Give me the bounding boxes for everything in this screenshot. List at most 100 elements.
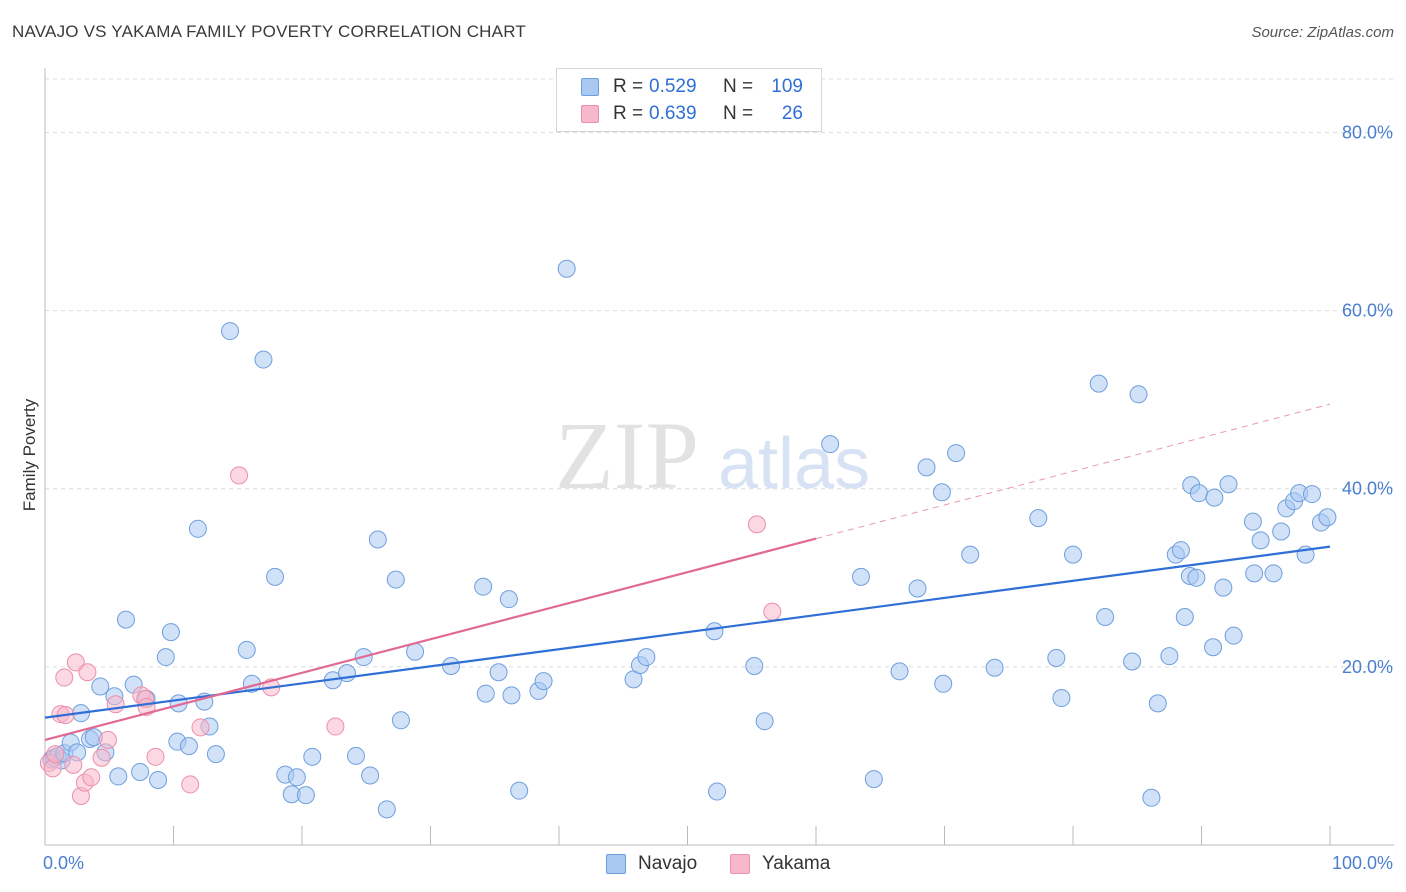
trend-layer bbox=[44, 403, 1331, 741]
series-yakama bbox=[39, 466, 782, 806]
bottom-legend-label: Navajo bbox=[638, 853, 698, 874]
watermark-zip: ZIP bbox=[555, 402, 699, 509]
data-point-navajo bbox=[1171, 541, 1190, 560]
data-point-navajo bbox=[1123, 652, 1142, 671]
data-point-navajo bbox=[1245, 564, 1264, 583]
legend-n-value: 26 bbox=[781, 103, 803, 124]
data-point-navajo bbox=[745, 656, 764, 675]
data-point-navajo bbox=[510, 781, 529, 800]
data-point-navajo bbox=[266, 567, 285, 586]
data-point-navajo bbox=[287, 768, 306, 787]
watermark: ZIP atlas bbox=[555, 402, 870, 509]
data-point-navajo bbox=[156, 648, 175, 667]
data-point-navajo bbox=[961, 545, 980, 564]
data-point-navajo bbox=[368, 530, 387, 549]
data-point-navajo bbox=[1142, 788, 1161, 807]
data-point-yakama bbox=[146, 747, 165, 766]
legend-swatch-yakama bbox=[581, 105, 599, 123]
data-point-navajo bbox=[377, 800, 396, 819]
data-point-navajo bbox=[161, 623, 180, 642]
data-point-navajo bbox=[1205, 488, 1224, 507]
data-point-navajo bbox=[908, 579, 927, 598]
data-point-navajo bbox=[1148, 694, 1167, 713]
data-point-navajo bbox=[237, 640, 256, 659]
data-point-navajo bbox=[1175, 607, 1194, 626]
data-point-navajo bbox=[864, 770, 883, 789]
data-point-navajo bbox=[1214, 578, 1233, 597]
data-point-navajo bbox=[557, 259, 576, 278]
data-point-navajo bbox=[296, 786, 315, 805]
data-point-yakama bbox=[82, 768, 101, 787]
data-point-yakama bbox=[46, 745, 65, 764]
data-point-navajo bbox=[476, 684, 495, 703]
data-point-navajo bbox=[1251, 531, 1270, 550]
legend-n-label: N = bbox=[723, 76, 754, 97]
trend-line-yakama bbox=[44, 537, 817, 741]
legend-r-label: R = bbox=[613, 103, 644, 124]
data-point-navajo bbox=[116, 610, 135, 629]
data-point-navajo bbox=[534, 672, 553, 691]
data-point-yakama bbox=[191, 718, 210, 737]
y-tick-label: 80.0% bbox=[1342, 122, 1393, 142]
y-tick-label: 40.0% bbox=[1342, 479, 1393, 499]
series-navajo bbox=[42, 259, 1337, 819]
data-point-navajo bbox=[474, 577, 493, 596]
data-point-yakama bbox=[92, 748, 111, 767]
legend-r-value: 0.639 bbox=[649, 103, 697, 124]
data-point-navajo bbox=[705, 622, 724, 641]
data-point-navajo bbox=[386, 570, 405, 589]
data-point-navajo bbox=[179, 737, 198, 756]
data-point-navajo bbox=[1219, 475, 1238, 494]
data-point-navajo bbox=[708, 782, 727, 801]
data-point-navajo bbox=[499, 590, 518, 609]
data-point-navajo bbox=[1160, 647, 1179, 666]
data-point-navajo bbox=[346, 746, 365, 765]
data-point-yakama bbox=[326, 717, 345, 736]
trend-line-navajo bbox=[44, 545, 1331, 719]
data-point-navajo bbox=[391, 711, 410, 730]
y-tick-label: 60.0% bbox=[1342, 301, 1393, 321]
data-point-navajo bbox=[303, 747, 322, 766]
data-point-yakama bbox=[747, 515, 766, 534]
data-point-yakama bbox=[78, 663, 97, 682]
data-point-navajo bbox=[1064, 545, 1082, 564]
data-point-navajo bbox=[851, 567, 870, 586]
data-point-navajo bbox=[934, 674, 953, 693]
data-point-navajo bbox=[1047, 648, 1066, 667]
y-axis-title: Family Poverty bbox=[20, 398, 39, 511]
data-point-navajo bbox=[502, 686, 521, 705]
data-point-navajo bbox=[361, 766, 380, 785]
data-point-navajo bbox=[985, 658, 1004, 677]
bottom-legend-swatch-navajo bbox=[606, 854, 626, 874]
data-point-navajo bbox=[1129, 385, 1148, 404]
data-point-navajo bbox=[489, 663, 508, 682]
points-layer bbox=[39, 259, 1337, 819]
data-point-yakama bbox=[181, 775, 200, 794]
data-point-navajo bbox=[821, 435, 840, 454]
data-point-navajo bbox=[917, 458, 936, 477]
data-point-navajo bbox=[890, 662, 909, 681]
data-point-navajo bbox=[188, 519, 207, 538]
legend: R = 0.529 N = 109 R = 0.639 N = 26 bbox=[556, 68, 822, 132]
data-point-yakama bbox=[55, 668, 74, 687]
legend-r-value: 0.529 bbox=[649, 76, 697, 97]
labels-layer: 20.0% 40.0% 60.0% 80.0% 0.0% 100.0% bbox=[43, 122, 1393, 873]
data-point-navajo bbox=[1089, 374, 1108, 393]
data-point-navajo bbox=[932, 483, 951, 502]
axes-layer bbox=[44, 68, 1394, 846]
data-point-navajo bbox=[755, 712, 774, 731]
chart-title: NAVAJO VS YAKAMA FAMILY POVERTY CORRELAT… bbox=[12, 22, 526, 41]
trend-line-extension-yakama bbox=[815, 403, 1331, 540]
data-point-navajo bbox=[91, 677, 110, 696]
legend-swatch-navajo bbox=[581, 78, 599, 96]
bottom-legend-swatch-yakama bbox=[730, 854, 750, 874]
data-point-navajo bbox=[1318, 508, 1337, 527]
legend-r-label: R = bbox=[613, 76, 644, 97]
data-point-yakama bbox=[763, 602, 782, 621]
data-point-yakama bbox=[106, 695, 125, 714]
x-tick-label: 100.0% bbox=[1332, 853, 1393, 873]
data-point-navajo bbox=[1303, 485, 1322, 504]
data-point-yakama bbox=[230, 466, 249, 485]
data-point-yakama bbox=[98, 730, 117, 749]
